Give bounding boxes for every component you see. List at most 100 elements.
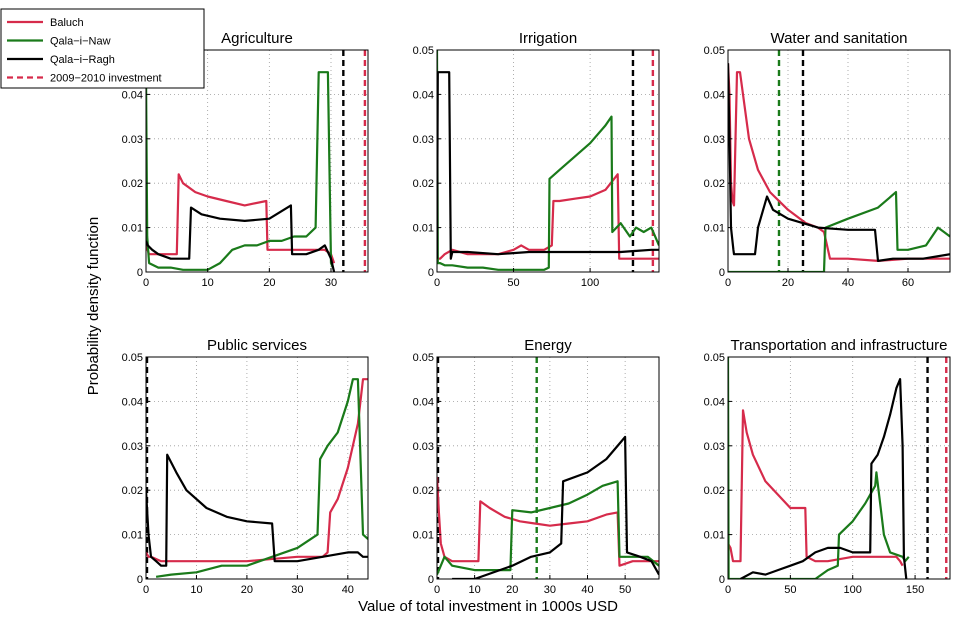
y-tick-label: 0.05 [704,45,725,57]
series-group [146,71,336,272]
grid [728,357,950,579]
investment-lines [926,357,948,579]
x-tick-label: 20 [506,584,518,596]
series-line-qala-i-naw [437,480,659,576]
grid [437,50,659,272]
series-line-qala-i-ragh [728,63,950,262]
y-tick-label: 0.04 [704,89,725,101]
tick-labels: 0 50 100 0 0.01 0.02 0.03 0.04 0.05 [413,45,600,289]
y-tick-label: 0.02 [704,485,725,497]
y-tick-label: 0 [719,574,725,586]
x-tick-label: 20 [782,277,794,289]
series-group [437,435,659,579]
x-tick-label: 40 [581,584,593,596]
tick-labels: 0 20 40 60 0 0.01 0.02 0.03 0.04 0.05 [704,45,915,289]
y-tick-label: 0.05 [704,352,725,364]
series-line-qala-i-naw [728,357,910,579]
legend-label: Qala−i−Ragh [50,54,115,66]
x-tick-label: 50 [619,584,631,596]
x-tick-label: 10 [190,584,202,596]
legend-item: Baluch [7,17,84,29]
series-line-qala-i-ragh [146,204,336,272]
y-tick-label: 0.03 [704,134,725,146]
y-tick-label: 0.03 [413,441,434,453]
axes-frame [145,49,369,273]
subplot-irrigation: 0 50 100 0 0.01 0.02 0.03 0.04 0.05 Irrigation [413,30,660,289]
subplot-title: Irrigation [519,30,577,47]
subplot-title: Agriculture [221,30,293,47]
y-tick-label: 0.05 [413,45,434,57]
axes-frame [727,356,951,580]
subplot-public-services: 0 10 20 30 40 0 0.01 0.02 0.03 0.04 0.05 Public ser… [122,337,369,596]
legend-item: Qala−i−Ragh [7,54,115,66]
series-group [728,63,950,272]
tick-labels: 0 10 20 30 0 0.01 0.02 0.03 0.04 [122,49,337,289]
x-tick-label: 40 [342,584,354,596]
investment-lines [631,50,655,272]
legend-item: Qala−i−Naw [7,36,111,48]
x-tick-label: 30 [325,277,337,289]
y-tick-label: 0.05 [122,352,143,364]
y-tick-label: 0.04 [122,396,143,408]
x-tick-label: 20 [263,277,275,289]
x-tick-label: 0 [725,277,731,289]
y-tick-label: 0.04 [413,396,434,408]
x-tick-label: 50 [507,277,519,289]
y-tick-label: 0 [719,267,725,279]
x-tick-label: 0 [434,277,440,289]
x-tick-label: 50 [784,584,796,596]
series-line-qala-i-naw [146,71,334,271]
y-tick-label: 0.03 [413,134,434,146]
subplot-transportation-and-infrastructure: 0 50 100 150 0 0.01 0.02 0.03 0.04 0.05 Transporta… [704,337,951,596]
axes-frame [727,49,951,273]
plot-area [146,357,368,579]
series-line-baluch [728,63,950,262]
y-tick-label: 0.01 [704,223,725,235]
legend: Baluch Qala−i−Naw Qala−i−Ragh 2009−2010 inv… [0,8,205,89]
investment-lines [437,357,538,579]
investment-lines [777,50,805,272]
legend-label: Qala−i−Naw [50,36,111,48]
grid [146,357,368,579]
x-tick-label: 60 [902,277,914,289]
x-tick-label: 20 [241,584,253,596]
tick-labels: 0 50 100 150 0 0.01 0.02 0.03 0.04 0.05 [704,352,925,596]
y-tick-label: 0 [428,574,434,586]
series-line-qala-i-ragh [146,453,368,567]
y-axis-label: Probability density function [85,217,102,395]
subplot-water-and-sanitation: 0 20 40 60 0 0.01 0.02 0.03 0.04 0.05 Water and sa… [704,30,951,289]
y-tick-label: 0.02 [122,178,143,190]
y-tick-label: 0.01 [413,530,434,542]
series-line-qala-i-naw [437,50,659,271]
x-tick-label: 30 [544,584,556,596]
tick-labels: 0 10 20 30 40 0 0.01 0.02 0.03 0.04 0.05 [122,352,354,596]
x-tick-label: 40 [842,277,854,289]
y-tick-label: 0.03 [704,441,725,453]
y-tick-label: 0.05 [413,352,434,364]
axes-frame [436,49,660,273]
x-tick-label: 30 [291,584,303,596]
y-tick-label: 0 [137,574,143,586]
series-line-baluch [728,409,904,567]
y-tick-label: 0.01 [122,530,143,542]
subplot-title: Public services [207,337,307,354]
x-tick-label: 10 [202,277,214,289]
plot-area [437,357,659,579]
subplot-title: Water and sanitation [770,30,907,47]
series-group [437,50,659,271]
y-tick-label: 0.03 [122,134,143,146]
plot-area [728,50,950,272]
y-tick-label: 0.01 [122,223,143,235]
series-line-qala-i-ragh [739,378,908,579]
legend-item: 2009−2010 investment [7,73,162,85]
y-tick-label: 0 [428,267,434,279]
grid [437,357,659,579]
series-line-qala-i-ragh [452,435,659,579]
subplot-title: Energy [524,337,572,354]
axes-frame [145,356,369,580]
x-tick-label: 0 [143,277,149,289]
y-tick-label: 0.04 [413,89,434,101]
subplot-grid: 0 10 20 30 0 0.01 0.02 0.03 0.04 Agriculture 0 50 10… [122,30,951,596]
x-axis-label: Value of total investment in 1000s USD [358,598,618,615]
